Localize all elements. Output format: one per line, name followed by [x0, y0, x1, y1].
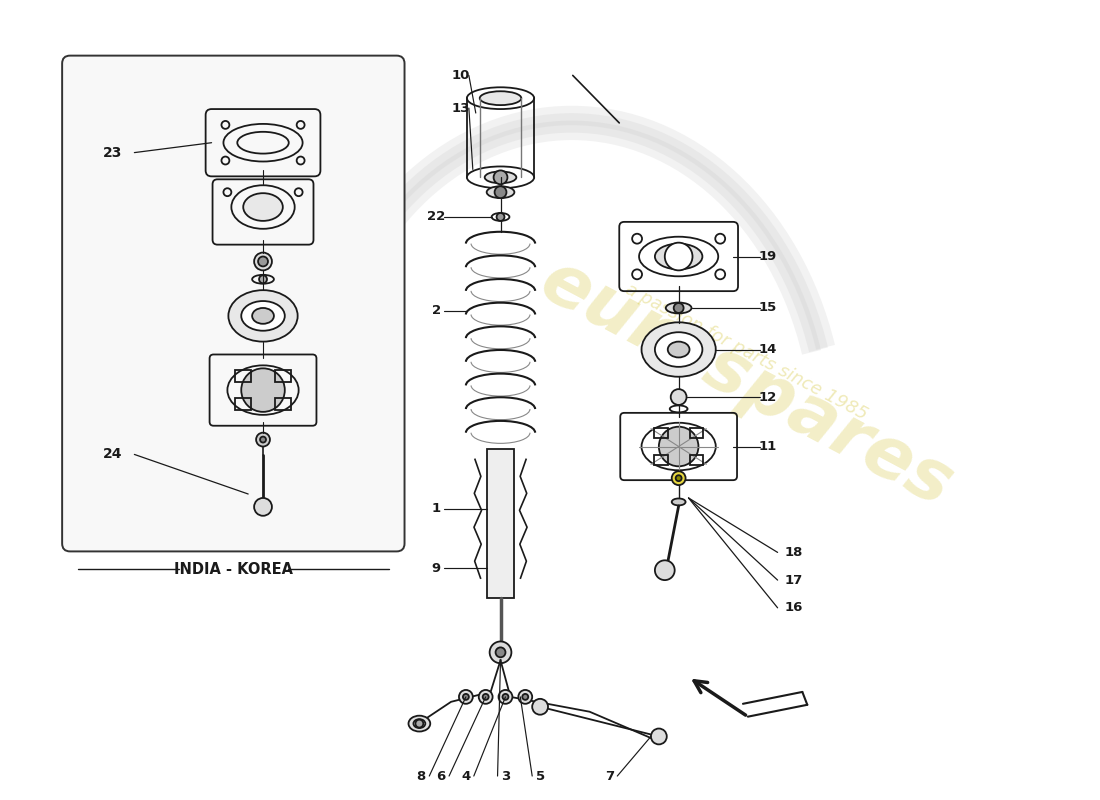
Ellipse shape: [252, 308, 274, 324]
Text: 12: 12: [759, 390, 777, 403]
Text: 14: 14: [759, 343, 777, 356]
Text: 9: 9: [431, 562, 441, 574]
Text: a passion for parts since 1985: a passion for parts since 1985: [621, 280, 870, 423]
Circle shape: [254, 253, 272, 270]
Ellipse shape: [486, 186, 515, 198]
Circle shape: [659, 426, 698, 466]
Text: 11: 11: [759, 440, 777, 453]
Circle shape: [258, 257, 268, 266]
Circle shape: [664, 242, 693, 270]
Ellipse shape: [485, 171, 516, 183]
Circle shape: [483, 694, 488, 700]
Ellipse shape: [241, 301, 285, 330]
Text: 16: 16: [784, 602, 803, 614]
Circle shape: [478, 690, 493, 704]
Ellipse shape: [229, 290, 298, 342]
Bar: [275, 398, 290, 410]
Circle shape: [518, 690, 532, 704]
Ellipse shape: [480, 91, 521, 105]
Circle shape: [673, 303, 683, 313]
Ellipse shape: [666, 302, 692, 314]
Text: 15: 15: [759, 302, 777, 314]
Circle shape: [495, 186, 506, 198]
Circle shape: [496, 213, 505, 221]
Circle shape: [675, 475, 682, 481]
Text: 1: 1: [431, 502, 441, 515]
Ellipse shape: [243, 193, 283, 221]
Circle shape: [256, 433, 270, 446]
Bar: [486, 450, 515, 598]
Circle shape: [522, 694, 528, 700]
Circle shape: [490, 642, 512, 663]
Bar: [690, 455, 703, 466]
Text: 18: 18: [784, 546, 803, 559]
Ellipse shape: [414, 719, 426, 728]
FancyBboxPatch shape: [62, 56, 405, 551]
Circle shape: [671, 389, 686, 405]
Circle shape: [532, 699, 548, 714]
Text: 5: 5: [536, 770, 544, 782]
Circle shape: [459, 690, 473, 704]
Ellipse shape: [641, 322, 716, 377]
Bar: [653, 455, 668, 466]
Circle shape: [463, 694, 469, 700]
Ellipse shape: [654, 244, 703, 270]
Ellipse shape: [668, 342, 690, 358]
Text: eurospares: eurospares: [528, 246, 964, 522]
Circle shape: [260, 275, 267, 283]
Ellipse shape: [654, 332, 703, 367]
Circle shape: [260, 437, 266, 442]
Text: 2: 2: [431, 305, 441, 318]
Text: 4: 4: [461, 770, 471, 782]
Circle shape: [254, 498, 272, 516]
Bar: [235, 370, 251, 382]
Text: 7: 7: [605, 770, 614, 782]
Circle shape: [654, 560, 674, 580]
Text: 23: 23: [103, 146, 122, 160]
Text: 10: 10: [452, 69, 470, 82]
Text: 13: 13: [452, 102, 470, 114]
Text: 19: 19: [759, 250, 777, 263]
Bar: [690, 428, 703, 438]
Circle shape: [494, 170, 507, 184]
Circle shape: [651, 729, 667, 744]
Bar: [235, 398, 251, 410]
Circle shape: [498, 690, 513, 704]
Circle shape: [416, 720, 424, 727]
Circle shape: [503, 694, 508, 700]
Circle shape: [672, 471, 685, 485]
Text: 22: 22: [427, 210, 446, 223]
Bar: [275, 370, 290, 382]
Text: 17: 17: [784, 574, 803, 586]
Text: 6: 6: [437, 770, 446, 782]
Text: INDIA - KOREA: INDIA - KOREA: [174, 562, 293, 577]
Ellipse shape: [672, 498, 685, 506]
Text: 3: 3: [500, 770, 510, 782]
Ellipse shape: [408, 716, 430, 731]
Bar: [653, 428, 668, 438]
Circle shape: [241, 368, 285, 412]
Text: 24: 24: [103, 447, 122, 462]
Text: 8: 8: [417, 770, 426, 782]
Circle shape: [496, 647, 506, 658]
